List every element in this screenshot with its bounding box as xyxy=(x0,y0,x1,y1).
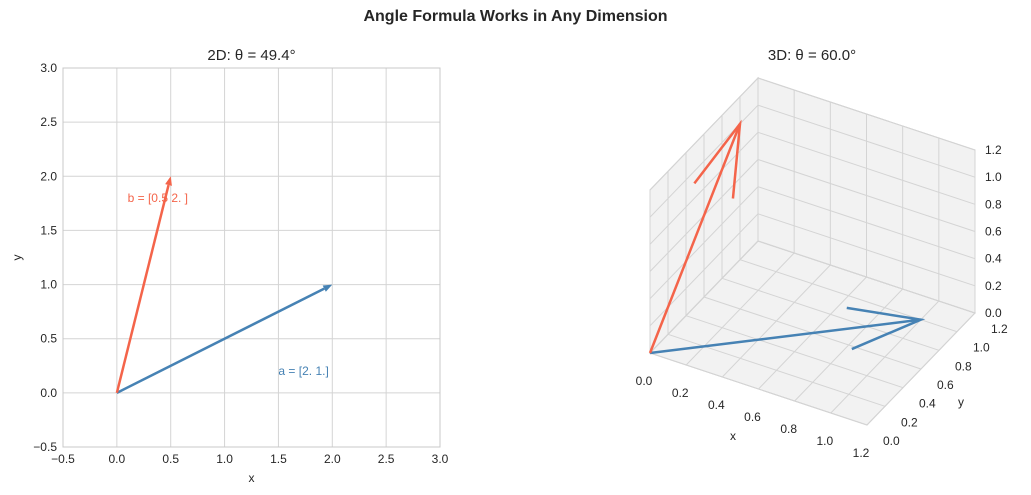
y-tick-label: 1.5 xyxy=(40,223,57,237)
x-tick-label: 0.0 xyxy=(109,452,126,466)
z-tick-label: 0.4 xyxy=(985,252,1002,266)
y-tick-label: 3.0 xyxy=(40,61,57,75)
x-tick-label: 0.8 xyxy=(780,422,797,436)
floor-gridline-x xyxy=(866,312,976,426)
vector-a-shaft xyxy=(649,318,921,355)
chart-2d: −0.5 0.0 0.5 1.0 1.5 2.0 2.5 3.0 −0.5 0.0 0.5 1.0 1.… xyxy=(10,47,449,485)
back-gridline-z xyxy=(757,77,976,151)
chart-3d: 0.00.00.00.20.20.20.4 0.40.40.60.60.60.80… xyxy=(636,47,1008,460)
x-tick-label: 0.0 xyxy=(636,374,653,388)
y-tick-label: 0.2 xyxy=(901,415,918,429)
x-tick-label: 0.6 xyxy=(744,410,761,424)
z-tick-label: 0.0 xyxy=(985,306,1002,320)
plot-title: 3D: θ = 60.0° xyxy=(768,47,856,64)
plot-title: 2D: θ = 49.4° xyxy=(207,47,295,64)
vector-b-shaft xyxy=(648,123,742,354)
y-tick-label: −0.5 xyxy=(33,440,57,454)
x-tick-label: −0.5 xyxy=(51,452,75,466)
y-tick-label: 0.6 xyxy=(937,378,954,392)
y-tick-label: 0.0 xyxy=(40,386,57,400)
x-tick-label: 2.0 xyxy=(324,452,341,466)
x-tick-label: 3.0 xyxy=(432,452,449,466)
vector-a-arrowhead xyxy=(846,306,926,351)
back-gridline-z xyxy=(757,104,976,178)
x-tick-label: 1.0 xyxy=(216,452,233,466)
figure-title: Angle Formula Works in Any Dimension xyxy=(363,8,668,25)
y-tick-label: 1.0 xyxy=(973,341,990,355)
x-tick-label: 1.2 xyxy=(853,446,870,460)
x-tick-label: 0.4 xyxy=(708,398,725,412)
y-axis-label: y xyxy=(10,255,24,261)
vector-b-shaft xyxy=(115,184,170,394)
vector-a-arrowhead xyxy=(322,284,333,292)
x-tick-label: 1.0 xyxy=(816,434,833,448)
y-tick-label: 0.4 xyxy=(919,397,936,411)
vector-b-label: b = [0.5 2. ] xyxy=(128,191,188,205)
x-axis-label: x xyxy=(730,429,736,443)
y-tick-label: 1.2 xyxy=(991,322,1008,336)
x-axis-label: x xyxy=(249,471,255,485)
vector-b-arrowhead xyxy=(165,176,172,186)
y-tick-label: 1.0 xyxy=(40,278,57,292)
z-tick-label: 0.6 xyxy=(985,225,1002,239)
x-tick-label: 2.5 xyxy=(378,452,395,466)
z-tick-label: 1.0 xyxy=(985,170,1002,184)
y-tick-label: 2.0 xyxy=(40,169,57,183)
x-tick-label: 1.5 xyxy=(270,452,287,466)
z-tick-label: 0.2 xyxy=(985,279,1002,293)
y-tick-label: 0.5 xyxy=(40,332,57,346)
x-tick-label: 0.2 xyxy=(672,386,689,400)
z-tick-label: 0.8 xyxy=(985,197,1002,211)
x-tick-label: 0.5 xyxy=(162,452,179,466)
vector-a-label: a = [2. 1.] xyxy=(278,364,328,378)
plot-frame xyxy=(62,67,441,448)
z-tick-label: 1.2 xyxy=(985,143,1002,157)
y-axis-label: y xyxy=(958,395,964,409)
y-tick-label: 2.5 xyxy=(40,115,57,129)
y-tick-label: 0.0 xyxy=(883,434,900,448)
floor-gridline-y xyxy=(757,240,976,314)
y-tick-label: 0.8 xyxy=(955,359,972,373)
vector-a-shaft xyxy=(116,287,325,394)
vector-b-arrowhead xyxy=(693,119,742,199)
left-gridline-z xyxy=(649,77,759,191)
